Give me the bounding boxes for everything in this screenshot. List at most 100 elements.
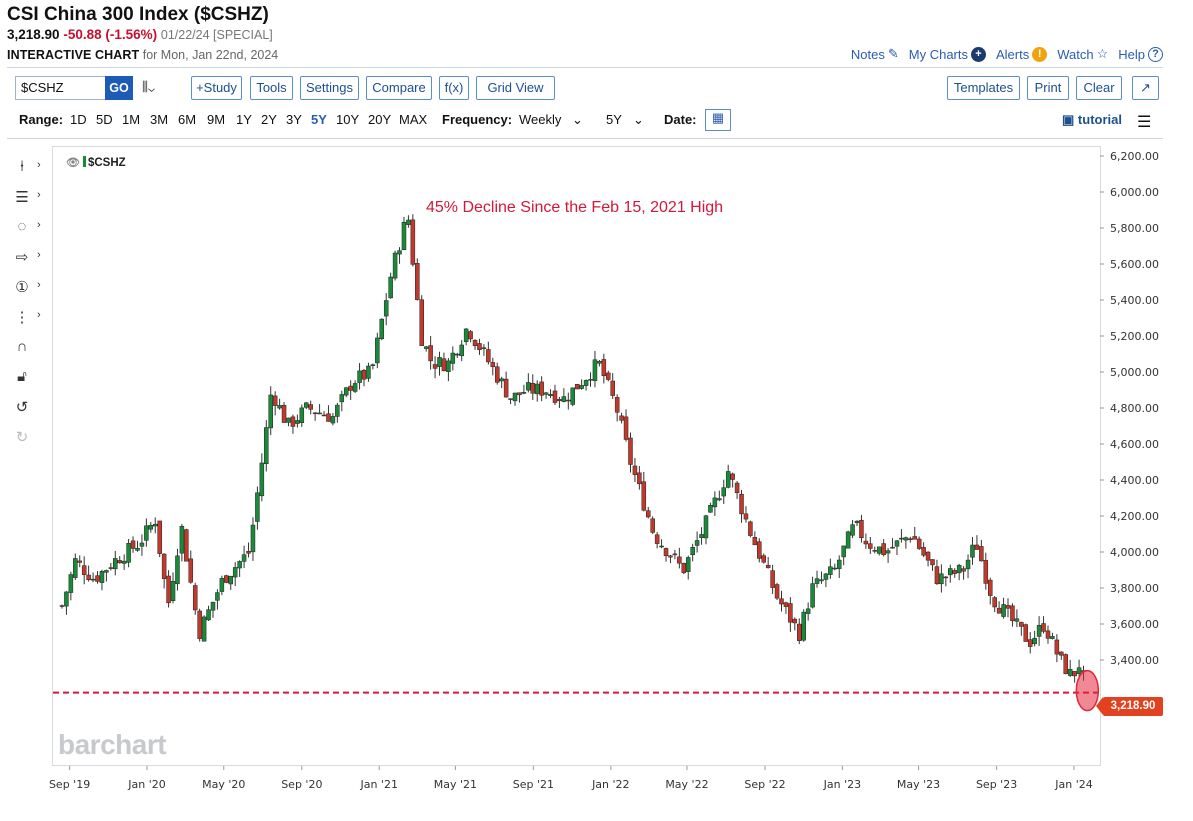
notes-link[interactable]: Notes ✎ [850, 46, 899, 62]
range-2y[interactable]: 2Y [261, 112, 277, 127]
chevron-down-icon: ⌄ [633, 112, 644, 127]
candle-down [637, 472, 642, 485]
last-price-tag: 3,218.90 [1096, 697, 1163, 716]
fib-tool[interactable]: ⋮ › [10, 308, 46, 332]
grid-view-button[interactable]: Grid View [476, 76, 555, 100]
divider [7, 138, 1163, 139]
period-select[interactable]: 5Y [606, 112, 622, 127]
alerts-link[interactable]: Alerts! [996, 46, 1048, 62]
lock-tool[interactable]: 🔓︎ [10, 368, 46, 392]
candle-up [352, 383, 358, 392]
watch-link[interactable]: Watch ☆ [1057, 46, 1109, 62]
candle-down [934, 566, 940, 585]
candle-up [383, 300, 389, 317]
candle-up [885, 550, 891, 554]
candle-down [677, 556, 682, 564]
range-1y[interactable]: 1Y [236, 112, 252, 127]
clear-button[interactable]: Clear [1076, 76, 1122, 100]
frequency-select[interactable]: Weekly [519, 112, 562, 127]
magnet-tool[interactable]: ∩ [10, 338, 46, 362]
templates-button[interactable]: Templates [947, 76, 1020, 100]
candle-down [610, 380, 615, 396]
candle-down [326, 413, 331, 422]
my-charts-link[interactable]: My Charts + [909, 46, 986, 62]
series-legend[interactable]: 👁︎ $CSHZ [66, 156, 126, 169]
compare-button[interactable]: Compare [366, 76, 432, 100]
candle-down [974, 544, 980, 550]
study-button[interactable]: +Study [191, 76, 242, 100]
undo-tool[interactable]: ↺ [10, 398, 46, 422]
tools-button[interactable]: Tools [250, 76, 293, 100]
candle-down [619, 415, 624, 421]
chart-subline: INTERACTIVE CHART for Mon, Jan 22nd, 202… [7, 48, 278, 62]
tutorial-link[interactable]: ▣ tutorial [1062, 112, 1122, 127]
candle-up [1050, 636, 1055, 639]
top-links: Notes ✎ My Charts + Alerts! Watch ☆ Help? [851, 46, 1163, 62]
candle-up [694, 540, 700, 546]
candle-up [526, 382, 531, 391]
candle-down [517, 392, 522, 396]
help-link[interactable]: Help? [1118, 46, 1163, 62]
range-3m[interactable]: 3M [150, 112, 169, 127]
candle-up [135, 547, 140, 551]
candle-down [312, 412, 318, 415]
candle-up [148, 525, 154, 530]
candle-down [530, 383, 536, 394]
candle-down [490, 362, 496, 368]
candle-up [721, 487, 727, 497]
x-tick-label: Sep '22 [744, 778, 785, 791]
y-tick-label: 5,200.00 [1110, 330, 1159, 343]
candle-up [832, 567, 838, 570]
calendar-icon[interactable]: ▦ [705, 109, 731, 131]
candle-up [179, 526, 185, 554]
lines-tool[interactable]: ☰ › [10, 188, 46, 212]
chevron-right-icon: › [37, 189, 41, 201]
chart-type-dropdown[interactable]: ⫼⌄ [142, 79, 156, 94]
range-1m[interactable]: 1M [122, 112, 141, 127]
range-9m[interactable]: 9M [207, 112, 226, 127]
candle-up [68, 574, 74, 593]
candle-down [161, 553, 167, 579]
range-20y[interactable]: 20Y [368, 112, 392, 127]
crosshair-tool[interactable]: ⍿ › [10, 158, 46, 182]
expand-button[interactable]: ↗ [1132, 76, 1159, 100]
range-6m[interactable]: 6M [178, 112, 197, 127]
candle-up [823, 573, 829, 580]
candle-up [455, 353, 460, 356]
shapes-tool[interactable]: ◌ › [10, 218, 46, 242]
candle-down [432, 364, 438, 369]
arrow-tool[interactable]: ⇨ › [10, 248, 46, 272]
range-3y[interactable]: 3Y [286, 112, 302, 127]
range-5y[interactable]: 5Y [311, 112, 327, 127]
candle-down [166, 575, 171, 604]
settings-button[interactable]: Settings [300, 76, 359, 100]
menu-icon[interactable]: ☰ [1137, 114, 1152, 131]
number-tool[interactable]: ① › [10, 278, 46, 302]
candle-up [90, 578, 96, 581]
fx-button[interactable]: f(x) [439, 76, 469, 100]
candle-down [779, 598, 784, 605]
x-tick-label: May '20 [202, 778, 245, 791]
candle-down [601, 359, 607, 377]
print-button[interactable]: Print [1027, 76, 1069, 100]
redo-icon: ↻ [15, 429, 29, 446]
candle-down [797, 623, 802, 641]
x-tick-label: May '22 [665, 778, 708, 791]
last-price: 3,218.90 [7, 27, 60, 42]
candle-up [64, 591, 69, 607]
candle-down [623, 416, 629, 440]
redo-tool[interactable]: ↻ [10, 428, 46, 452]
candle-down [952, 570, 957, 574]
candle-down [774, 584, 780, 599]
range-max[interactable]: MAX [399, 112, 428, 127]
candle-up [170, 580, 176, 601]
fib-icon: ⋮ [14, 309, 30, 326]
range-5d[interactable]: 5D [96, 112, 113, 127]
chevron-right-icon: › [37, 279, 41, 291]
candle-up [99, 571, 105, 583]
range-10y[interactable]: 10Y [336, 112, 360, 127]
go-button[interactable]: GO [105, 76, 133, 100]
range-1d[interactable]: 1D [70, 112, 87, 127]
chart-label: INTERACTIVE CHART [7, 48, 140, 62]
